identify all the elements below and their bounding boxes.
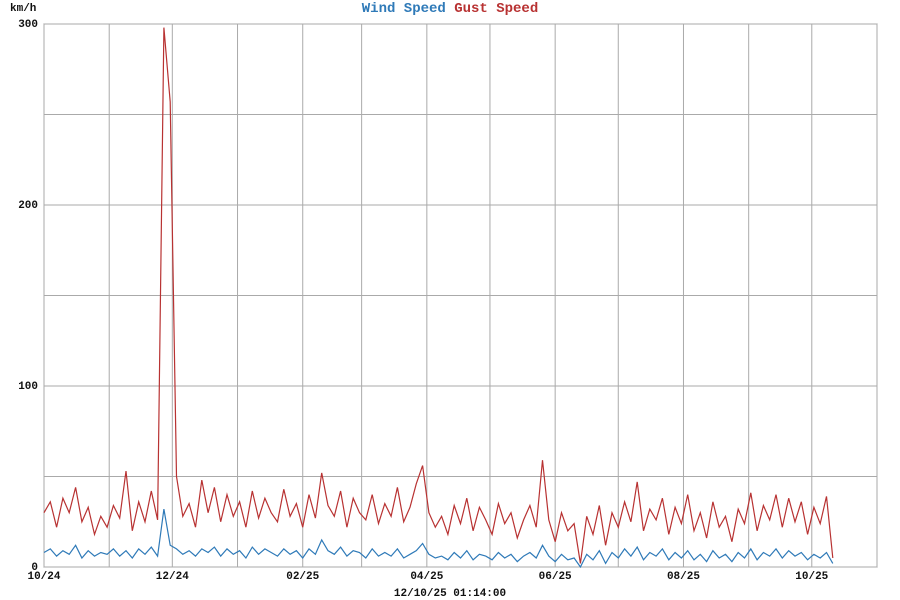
x-tick-label: 04/25 <box>410 571 443 583</box>
title-gust: Gust Speed <box>454 1 538 17</box>
series-line <box>43 27 834 564</box>
x-tick-label: 02/25 <box>286 571 319 583</box>
y-axis-label: km/h <box>10 3 36 15</box>
y-tick-label: 300 <box>18 19 38 31</box>
x-tick-label: 08/25 <box>667 571 700 583</box>
series-line <box>43 508 834 569</box>
x-tick-label: 06/25 <box>539 571 572 583</box>
title-wind: Wind Speed <box>362 1 446 17</box>
y-tick-label: 100 <box>18 381 38 393</box>
y-tick-label: 200 <box>18 200 38 212</box>
x-tick-label: 10/25 <box>795 571 828 583</box>
x-tick-label: 12/24 <box>156 571 189 583</box>
y-tick-label: 0 <box>31 562 38 574</box>
footer-timestamp: 12/10/25 01:14:00 <box>394 588 506 600</box>
x-tick-label: 10/24 <box>27 571 60 583</box>
chart-title: Wind Speed Gust Speed <box>362 1 538 17</box>
